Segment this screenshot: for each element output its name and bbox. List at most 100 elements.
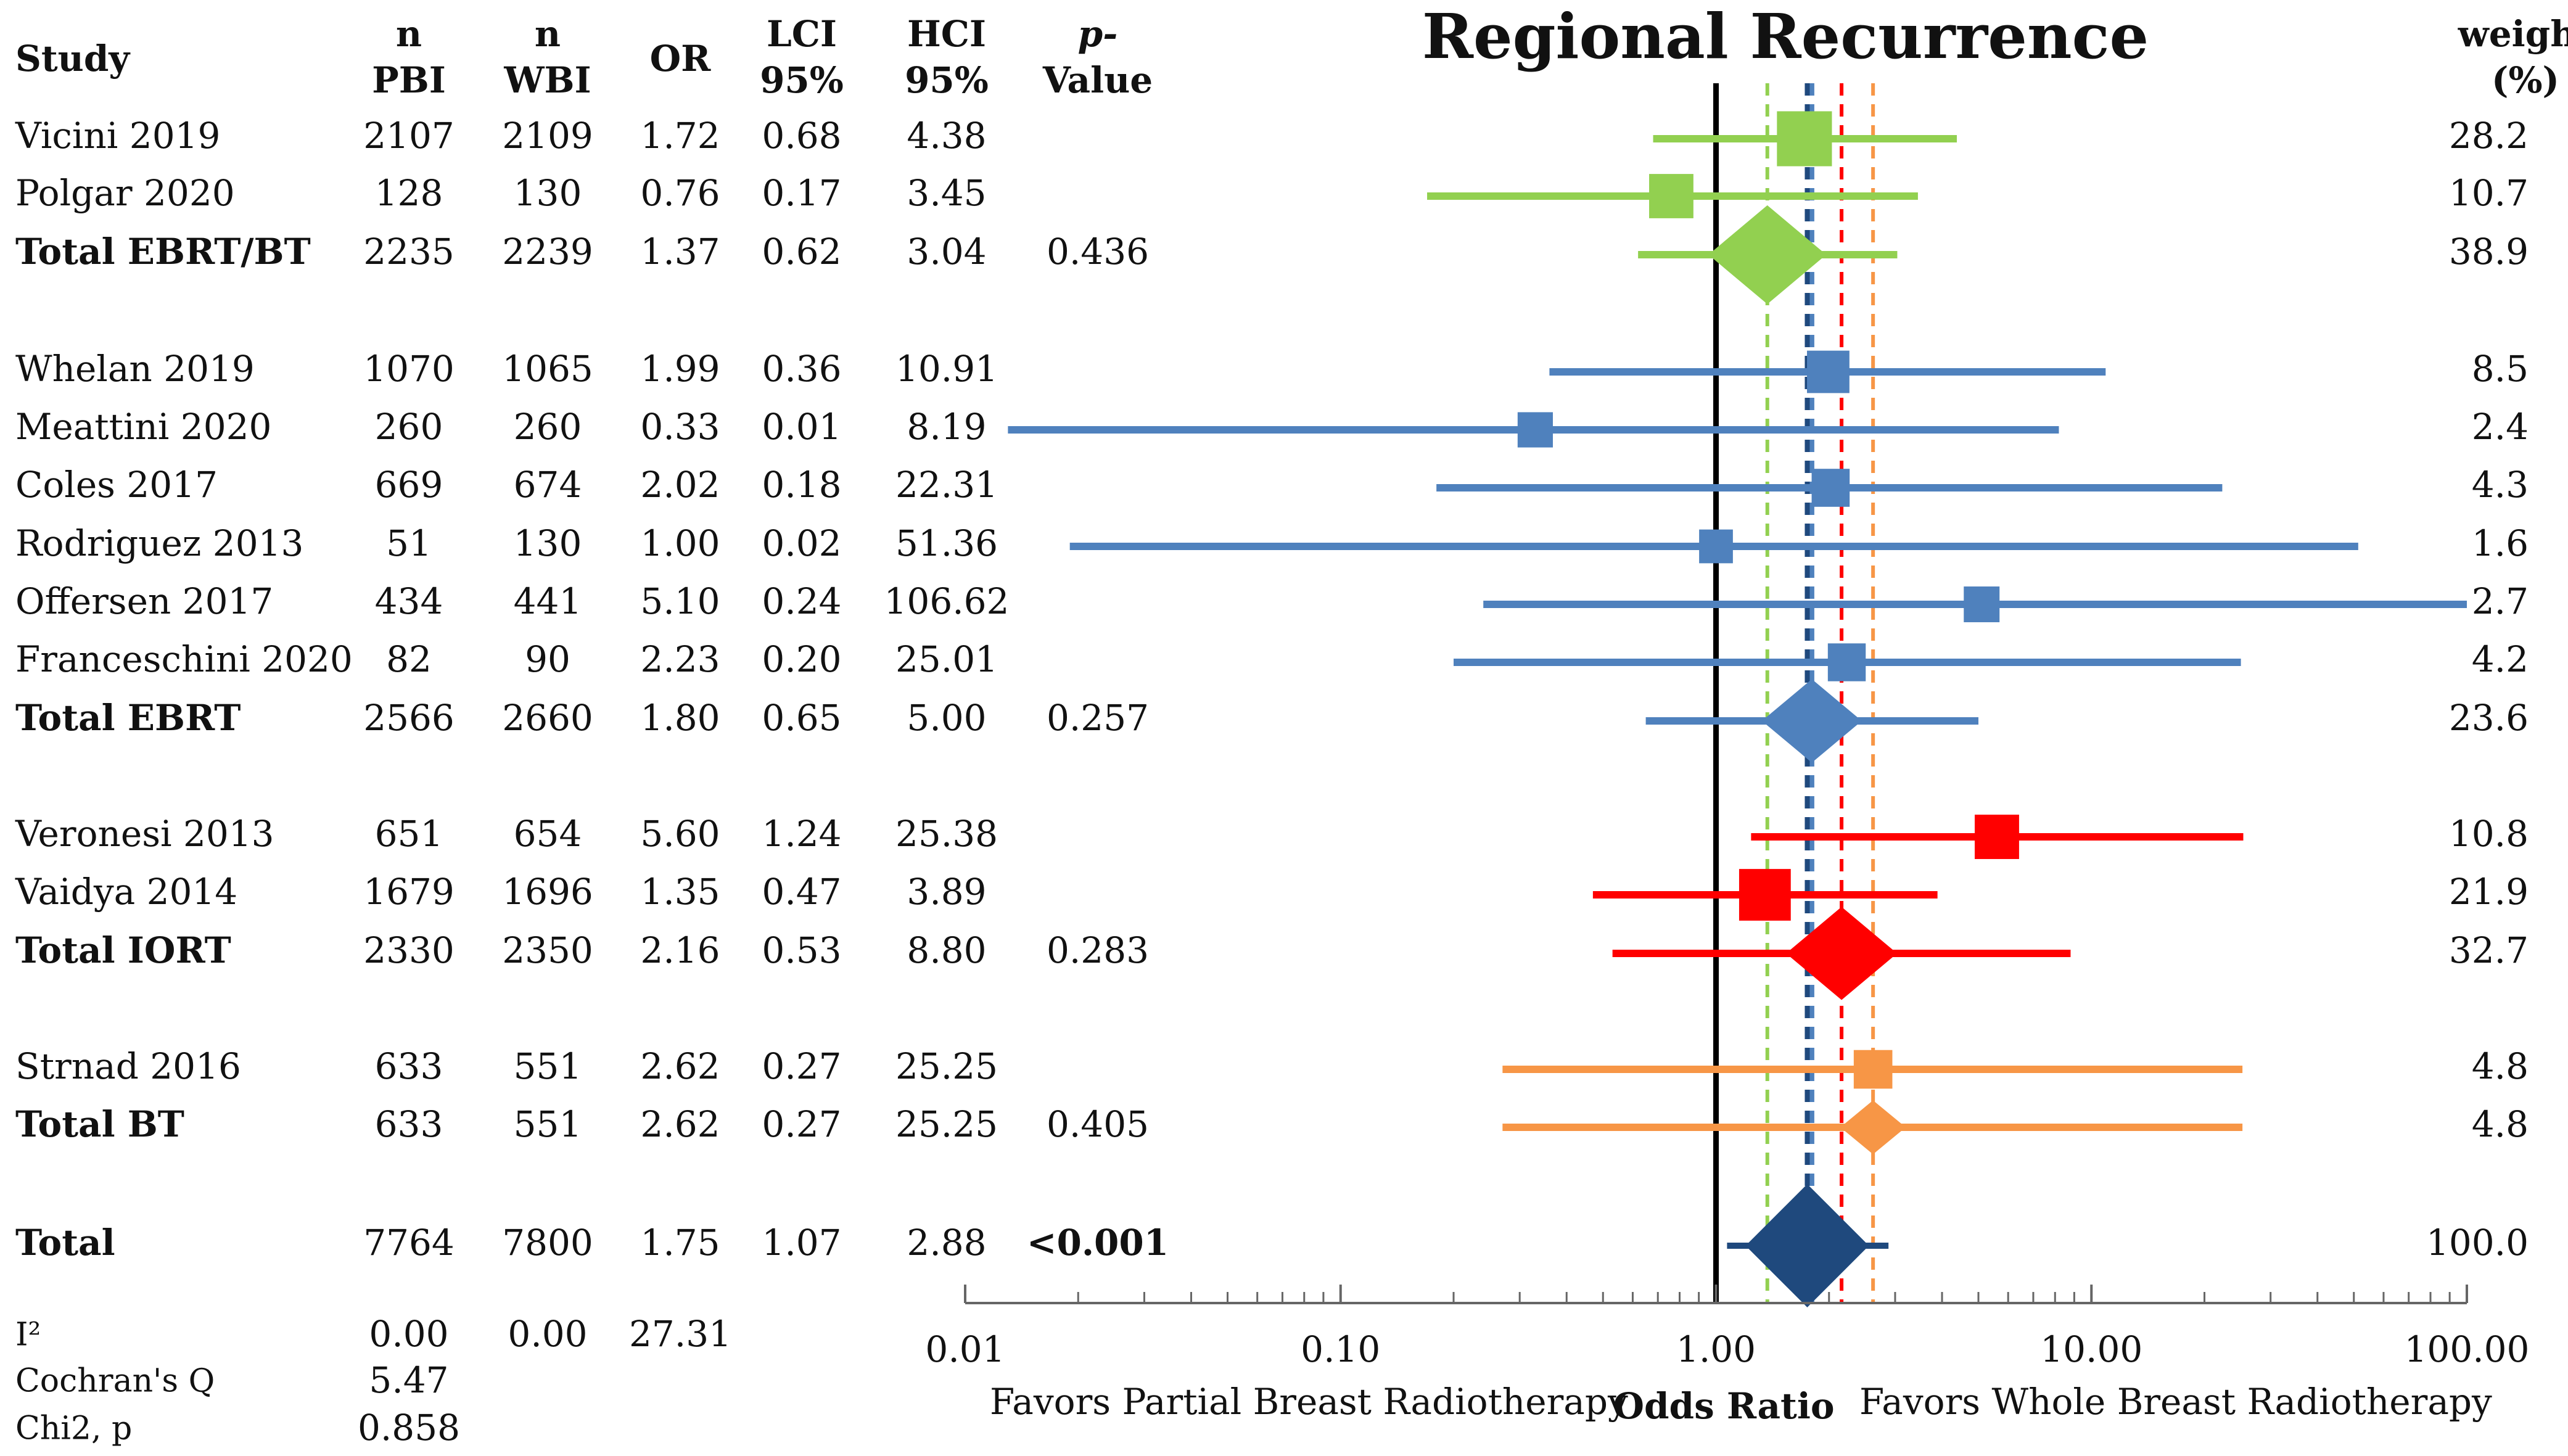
lci-value: 1.07 — [762, 1222, 841, 1264]
weight-value: 100.0 — [2426, 1222, 2529, 1264]
n-wbi-value: 260 — [514, 406, 582, 448]
n-wbi-value: 2239 — [502, 231, 593, 273]
effect-square — [1739, 869, 1791, 921]
hci-value: 3.89 — [907, 871, 986, 913]
weight-value: 2.4 — [2472, 406, 2529, 448]
n-wbi-value: 130 — [514, 172, 582, 214]
lci-value: 0.62 — [762, 231, 841, 273]
study-label: Vicini 2019 — [15, 115, 220, 157]
n-pbi-value: 51 — [386, 522, 432, 564]
study-label: Whelan 2019 — [15, 348, 255, 390]
weight-value: 10.7 — [2449, 172, 2529, 214]
header-n-pbi-1: n — [396, 13, 422, 55]
n-pbi-value: 669 — [375, 464, 443, 506]
header-lci-2: 95% — [760, 59, 844, 101]
study-label: Meattini 2020 — [15, 406, 271, 448]
n-pbi-value: 2107 — [363, 115, 455, 157]
p-value: 0.283 — [1047, 929, 1149, 971]
pooled-diamond — [1761, 679, 1862, 763]
n-wbi-value: 674 — [514, 464, 582, 506]
n-wbi-value: 2660 — [502, 697, 593, 739]
n-pbi-value: 633 — [375, 1103, 443, 1145]
heterogeneity-label: I² — [15, 1317, 41, 1354]
effect-square — [1964, 586, 2000, 622]
effect-square — [1853, 1050, 1893, 1089]
heterogeneity-label: Cochran's Q — [15, 1363, 215, 1400]
weight-value: 23.6 — [2449, 697, 2529, 739]
weight-value: 8.5 — [2472, 348, 2529, 390]
study-label: Total EBRT — [15, 697, 241, 739]
study-label: Total IORT — [15, 929, 231, 971]
or-value: 1.00 — [640, 522, 720, 564]
n-pbi-value: 434 — [375, 580, 443, 622]
weight-value: 4.2 — [2472, 638, 2529, 680]
n-pbi-value: 2566 — [363, 697, 455, 739]
weight-value: 38.9 — [2449, 231, 2529, 273]
p-value: 0.436 — [1047, 231, 1149, 273]
hci-value: 8.19 — [907, 406, 986, 448]
heterogeneity-value: 0.00 — [369, 1313, 448, 1355]
lci-value: 0.53 — [762, 929, 841, 971]
weight-value: 21.9 — [2449, 871, 2529, 913]
n-pbi-value: 82 — [386, 638, 432, 680]
or-value: 1.99 — [640, 348, 720, 390]
favors-left-label: Favors Partial Breast Radiotherapy — [990, 1381, 1628, 1423]
weight-value: 28.2 — [2449, 115, 2529, 157]
study-label: Rodriguez 2013 — [15, 522, 303, 564]
lci-value: 0.20 — [762, 638, 841, 680]
p-value: 0.405 — [1047, 1103, 1149, 1145]
study-label: Vaidya 2014 — [15, 871, 237, 913]
n-wbi-value: 654 — [514, 813, 582, 855]
n-wbi-value: 551 — [514, 1045, 582, 1087]
hci-value: 25.25 — [895, 1045, 998, 1087]
pooled-diamond — [1745, 1184, 1869, 1307]
study-label: Total — [15, 1222, 115, 1264]
header-n-pbi-2: PBI — [372, 59, 446, 101]
n-wbi-value: 130 — [514, 522, 582, 564]
n-pbi-value: 260 — [375, 406, 443, 448]
hci-value: 5.00 — [907, 697, 986, 739]
or-value: 0.76 — [640, 172, 720, 214]
heterogeneity-value: 5.47 — [369, 1359, 448, 1401]
n-pbi-value: 1070 — [363, 348, 455, 390]
hci-value: 10.91 — [895, 348, 998, 390]
n-pbi-value: 651 — [375, 813, 443, 855]
header-lci-1: LCI — [767, 13, 837, 55]
lci-value: 0.65 — [762, 697, 841, 739]
effect-square — [1649, 174, 1693, 218]
x-axis-title: Odds Ratio — [1613, 1385, 1834, 1427]
header-hci-1: HCI — [907, 13, 986, 55]
effect-square — [1827, 643, 1866, 681]
lci-value: 0.01 — [762, 406, 841, 448]
lci-value: 0.18 — [762, 464, 841, 506]
lci-value: 0.47 — [762, 871, 841, 913]
study-label: Strnad 2016 — [15, 1045, 241, 1087]
effect-square — [1699, 529, 1733, 564]
hci-value: 2.88 — [907, 1222, 986, 1264]
n-wbi-value: 2109 — [502, 115, 593, 157]
hci-value: 25.01 — [895, 638, 998, 680]
weight-value: 4.8 — [2472, 1045, 2529, 1087]
lci-value: 0.36 — [762, 348, 841, 390]
x-tick-label: 1.00 — [1676, 1328, 1756, 1370]
study-label: Offersen 2017 — [15, 580, 273, 622]
header-p-1: p- — [1078, 13, 1118, 55]
weight-value: 4.8 — [2472, 1103, 2529, 1145]
n-pbi-value: 128 — [375, 172, 443, 214]
or-value: 1.35 — [640, 871, 720, 913]
header-hci-2: 95% — [905, 59, 989, 101]
x-tick-label: 10.00 — [2040, 1328, 2142, 1370]
header-n-wbi-1: n — [535, 13, 561, 55]
hci-value: 3.45 — [907, 172, 986, 214]
hci-value: 3.04 — [907, 231, 986, 273]
hci-value: 106.62 — [884, 580, 1010, 622]
n-wbi-value: 441 — [514, 580, 582, 622]
or-value: 0.33 — [640, 406, 720, 448]
header-n-wbi-2: WBI — [503, 59, 591, 101]
or-value: 2.02 — [640, 464, 720, 506]
n-wbi-value: 90 — [525, 638, 570, 680]
effect-square — [1777, 111, 1832, 167]
heterogeneity-label: Chi2, p — [15, 1410, 132, 1447]
heterogeneity-value: 27.31 — [629, 1313, 731, 1355]
effect-square — [1807, 350, 1850, 393]
